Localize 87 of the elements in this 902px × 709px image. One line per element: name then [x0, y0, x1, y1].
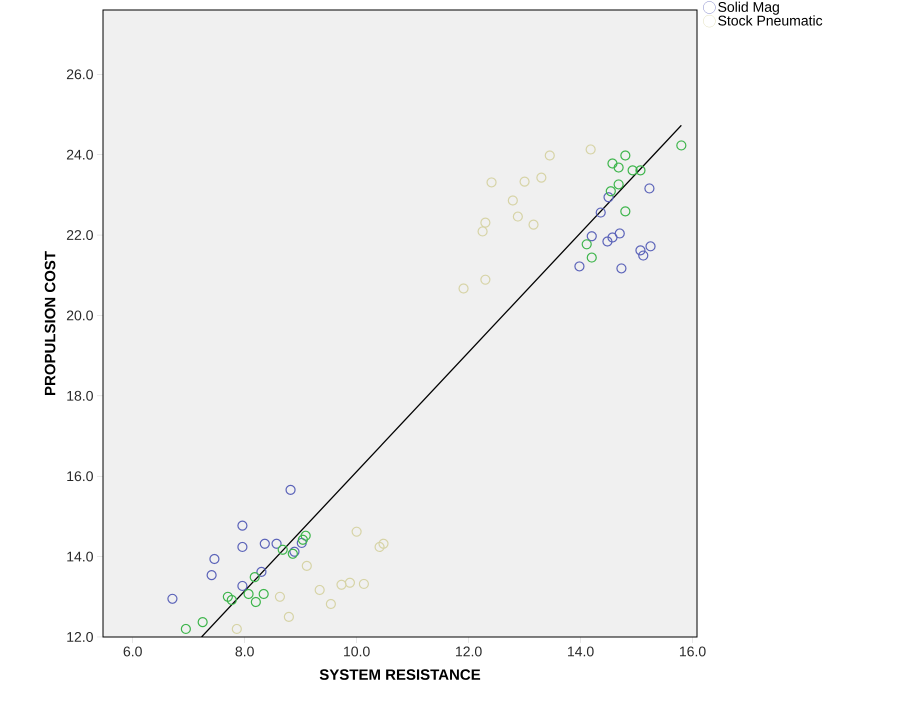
point [644, 183, 655, 194]
point [458, 283, 469, 294]
y-tick-label: 26.0 [66, 69, 93, 80]
point [352, 526, 362, 537]
point [256, 566, 267, 577]
point [180, 624, 191, 634]
point [278, 544, 288, 555]
point [477, 226, 488, 237]
point [614, 179, 624, 190]
x-tick-label: 12.0 [456, 646, 482, 656]
point [198, 617, 208, 628]
point [298, 534, 308, 545]
legend-label: Stock Pneumatic [718, 15, 822, 26]
point [237, 542, 248, 552]
point [645, 241, 656, 252]
x-tick-label: 10.0 [344, 646, 370, 656]
point [271, 538, 282, 549]
point [374, 542, 385, 552]
y-tick-label: 24.0 [66, 150, 93, 160]
point [512, 211, 523, 222]
point [300, 530, 311, 541]
point [344, 578, 355, 588]
point [635, 165, 646, 176]
y-tick-label: 22.0 [66, 230, 93, 240]
point [606, 186, 616, 196]
y-axis-title: PROPULSION COST [44, 251, 56, 395]
point [250, 596, 261, 608]
y-tick-label: 16.0 [67, 471, 93, 482]
point [232, 624, 242, 634]
point [574, 261, 585, 272]
x-tick-label: 16.0 [680, 646, 706, 656]
point [582, 239, 592, 250]
point [226, 594, 237, 606]
point [167, 594, 178, 604]
x-tick-label: 14.0 [568, 646, 594, 656]
y-tick-label: 14.0 [67, 552, 93, 562]
point [607, 232, 618, 243]
point [206, 570, 217, 580]
point [536, 172, 546, 183]
point [296, 538, 307, 548]
point [616, 263, 627, 274]
y-tick-label: 18.0 [67, 390, 93, 401]
point [222, 592, 233, 602]
point [614, 162, 624, 173]
x-axis-title: SYSTEM RESISTANCE [320, 669, 480, 680]
y-tick-label: 12.0 [67, 632, 93, 642]
x-tick-label: 6.0 [124, 646, 142, 656]
point [250, 572, 260, 582]
point [620, 206, 630, 216]
point [586, 144, 596, 155]
point [358, 578, 369, 590]
point [378, 538, 389, 549]
point [544, 150, 555, 161]
point [620, 150, 630, 161]
point [237, 520, 248, 531]
point [302, 560, 312, 571]
point [480, 274, 490, 285]
point [676, 140, 686, 151]
point [607, 158, 618, 169]
point [486, 177, 497, 188]
point [243, 588, 254, 600]
point [258, 588, 269, 600]
point [326, 598, 336, 610]
point [586, 231, 597, 242]
point [336, 580, 347, 590]
point [480, 218, 490, 228]
point [285, 484, 296, 495]
point [603, 192, 614, 202]
point [508, 195, 518, 206]
point [635, 245, 646, 256]
point [284, 612, 294, 622]
point [638, 250, 648, 261]
y-tick-label: 20.0 [66, 310, 93, 320]
x-tick-label: 8.0 [236, 646, 254, 656]
point [586, 252, 597, 263]
legend-label: Solid Mag [718, 2, 779, 15]
point [614, 228, 625, 239]
point [519, 176, 530, 187]
point [602, 236, 613, 247]
point [260, 538, 270, 549]
point [237, 580, 248, 592]
point [274, 592, 286, 602]
point [596, 207, 606, 218]
point [209, 554, 220, 564]
point [528, 220, 539, 230]
point [314, 584, 325, 596]
point [628, 165, 638, 176]
